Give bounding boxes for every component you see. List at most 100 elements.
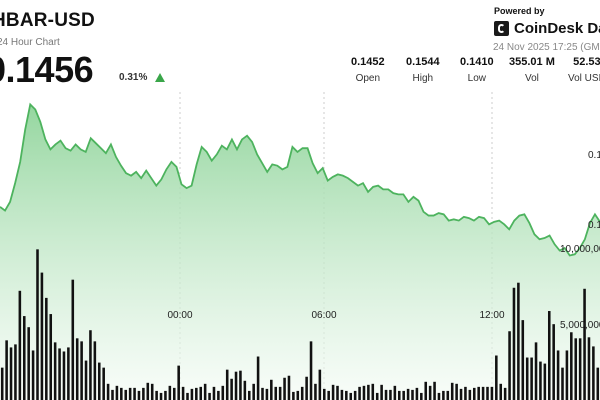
volume-bar [150, 383, 154, 400]
stat-vol-usd: 52.53 Vol USD [568, 56, 600, 84]
volume-bar [433, 381, 436, 400]
volume-bar [464, 386, 467, 400]
volume-bar [495, 355, 498, 400]
volume-bar [367, 384, 370, 400]
volume-bar [314, 383, 317, 400]
volume-bar [203, 383, 207, 400]
volume-bar [22, 316, 26, 400]
volume-bar [305, 376, 308, 400]
volume-bar [208, 392, 211, 400]
volume-bar [67, 347, 70, 400]
brand-logo[interactable]: CoinDesk Data [494, 18, 600, 38]
volume-bar [49, 314, 53, 400]
volume-bar [517, 282, 520, 400]
volume-bar [384, 389, 388, 400]
volume-bar [283, 377, 286, 400]
volume-bar [225, 369, 229, 400]
volume-bar [472, 387, 476, 400]
volume-bar [274, 386, 278, 400]
volume-bar [362, 385, 366, 400]
volume-bar [164, 390, 167, 400]
volume-bar [530, 357, 533, 400]
stat-value: 0.1544 [406, 56, 440, 68]
volume-bar [592, 346, 595, 400]
volume-bar [239, 370, 242, 400]
volume-bar [53, 342, 57, 400]
volume-bar [80, 341, 83, 400]
volume-bar [424, 381, 428, 400]
volume-bar [442, 390, 445, 400]
volume-bar [477, 386, 480, 400]
volume-bar [371, 383, 375, 400]
volume-bar [133, 387, 136, 400]
volume-bar [124, 389, 128, 400]
volume-bar [534, 342, 538, 400]
volume-bar [159, 392, 163, 400]
volume-bar [261, 387, 264, 400]
volume-bar [459, 388, 463, 400]
volume-bar [596, 367, 600, 400]
volume-bar [570, 332, 573, 400]
volume-bar [428, 385, 432, 400]
volume-bar [9, 347, 13, 400]
volume-bar [552, 324, 555, 400]
volume-bar [252, 383, 255, 400]
volume-bar [380, 384, 383, 400]
volume-bar [212, 386, 216, 400]
volume-bar [217, 390, 220, 400]
volume-bar [539, 361, 542, 400]
stat-value: 52.53 [573, 56, 600, 68]
volume-bar [75, 338, 79, 400]
volume-bar [93, 341, 97, 400]
volume-bar [270, 379, 273, 400]
x-tick-label: 12:00 [479, 310, 504, 321]
up-arrow-icon [155, 73, 165, 82]
volume-bar [455, 383, 458, 400]
volume-bar [547, 311, 551, 400]
volume-bar [155, 390, 158, 400]
volume-bar [300, 386, 304, 400]
chart-subtitle: 24 Hour Chart [0, 37, 60, 48]
volume-bar [5, 340, 8, 400]
volume-bar [437, 392, 441, 400]
volume-bar [327, 390, 330, 400]
volume-bar [234, 371, 238, 400]
volume-bar [322, 388, 326, 400]
volume-bar [137, 390, 141, 400]
volume-bar [583, 288, 586, 400]
x-tick-label: 06:00 [311, 310, 336, 321]
volume-bar [296, 390, 300, 400]
volume-bar [230, 378, 233, 400]
volume-bar [420, 392, 423, 400]
volume-bar [402, 390, 405, 400]
coindesk-icon [494, 20, 509, 36]
stat-vol: 355.01 M Vol [509, 56, 555, 84]
price-area [0, 104, 600, 400]
volume-bar [331, 384, 335, 400]
volume-bar [406, 388, 410, 400]
volume-bar [574, 338, 578, 400]
volume-bar [358, 386, 361, 400]
volume-bar [578, 338, 582, 400]
x-tick-label: 00:00 [167, 310, 192, 321]
volume-bar [221, 385, 225, 400]
volume-bar [120, 387, 123, 400]
volume-bar [36, 249, 39, 400]
volume-bar [340, 389, 344, 400]
volume-bar [499, 383, 503, 400]
volume-bar [292, 391, 295, 400]
volume-bar [102, 367, 105, 400]
price-line [0, 102, 600, 257]
stat-label: Low [467, 73, 486, 84]
volume-bar [97, 362, 101, 400]
volume-bar [309, 341, 313, 400]
stat-label: High [412, 73, 434, 84]
stat-high: 0.1544 High [406, 56, 440, 84]
volume-bar [243, 380, 247, 400]
volume-bar [561, 367, 564, 400]
stat-open: 0.1452 Open [351, 56, 385, 84]
volume-bar [481, 386, 485, 400]
stat-value: 0.1452 [351, 56, 385, 68]
volume-bar [587, 337, 591, 400]
